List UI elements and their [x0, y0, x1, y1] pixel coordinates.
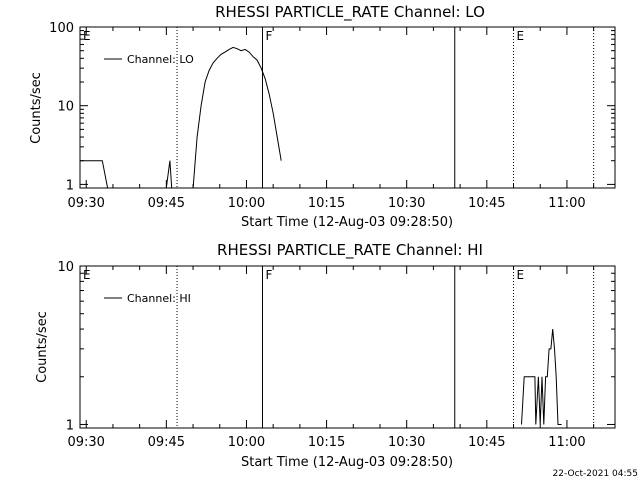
lo-y-axis-label: Counts/sec	[29, 72, 44, 144]
lo-x-tick-label: 11:00	[548, 196, 585, 211]
hi-series-group	[521, 329, 562, 425]
lo-event-marker-label: F	[265, 29, 272, 43]
hi-y-axis-label: Counts/sec	[35, 311, 50, 383]
lo-x-tick-label: 10:30	[388, 196, 425, 211]
lo-x-tick-label: 10:45	[468, 196, 505, 211]
hi-x-tick-label: 09:30	[67, 435, 104, 450]
hi-y-tick-label: 10	[57, 260, 74, 275]
hi-x-tick-label: 10:00	[228, 435, 265, 450]
lo-chart-title: RHESSI PARTICLE_RATE Channel: LO	[215, 3, 485, 22]
lo-y-tick-label: 100	[49, 21, 74, 36]
lo-x-tick-label: 10:15	[308, 196, 345, 211]
lo-y-ticks: 1 10 100	[49, 21, 615, 193]
lo-x-tick-label: 09:30	[67, 196, 104, 211]
hi-x-tick-label: 10:30	[388, 435, 425, 450]
lo-event-marker-label: E	[517, 29, 525, 43]
lo-panel: RHESSI PARTICLE_RATE Channel: LO Counts/…	[29, 3, 616, 230]
lo-event-marker-label: E	[83, 29, 91, 43]
lo-x-axis-label: Start Time (12-Aug-03 09:28:50)	[241, 215, 453, 230]
lo-series-line	[165, 46, 282, 189]
hi-legend-label: Channel: HI	[127, 292, 191, 305]
hi-x-tick-label: 11:00	[548, 435, 585, 450]
lo-series-group	[80, 46, 282, 189]
hi-x-tick-label: 09:45	[148, 435, 185, 450]
hi-x-axis-label: Start Time (12-Aug-03 09:28:50)	[241, 455, 453, 470]
lo-plot-frame	[79, 26, 616, 189]
plot-timestamp: 22-Oct-2021 04:55	[553, 469, 638, 479]
hi-event-marker-label: F	[265, 268, 272, 282]
hi-panel: RHESSI PARTICLE_RATE Channel: HI Counts/…	[35, 241, 616, 470]
hi-y-ticks: 1 10	[57, 260, 615, 433]
hi-chart-title: RHESSI PARTICLE_RATE Channel: HI	[217, 241, 483, 260]
hi-y-tick-label: 1	[66, 418, 74, 433]
hi-event-marker-label: E	[517, 268, 525, 282]
lo-x-tick-label: 10:00	[228, 196, 265, 211]
lo-x-ticks: 09:30 09:45 10:00 10:15 10:30 10:45 11:00	[67, 27, 595, 211]
lo-y-tick-label: 10	[57, 100, 74, 115]
hi-x-tick-label: 10:15	[308, 435, 345, 450]
hi-series-line	[521, 329, 562, 425]
lo-x-tick-label: 09:45	[148, 196, 185, 211]
lo-series-line	[80, 160, 109, 189]
hi-event-marker-label: E	[83, 268, 91, 282]
lo-legend-label: Channel: LO	[127, 53, 194, 66]
hi-x-tick-label: 10:45	[468, 435, 505, 450]
lo-y-tick-label: 1	[66, 178, 74, 193]
